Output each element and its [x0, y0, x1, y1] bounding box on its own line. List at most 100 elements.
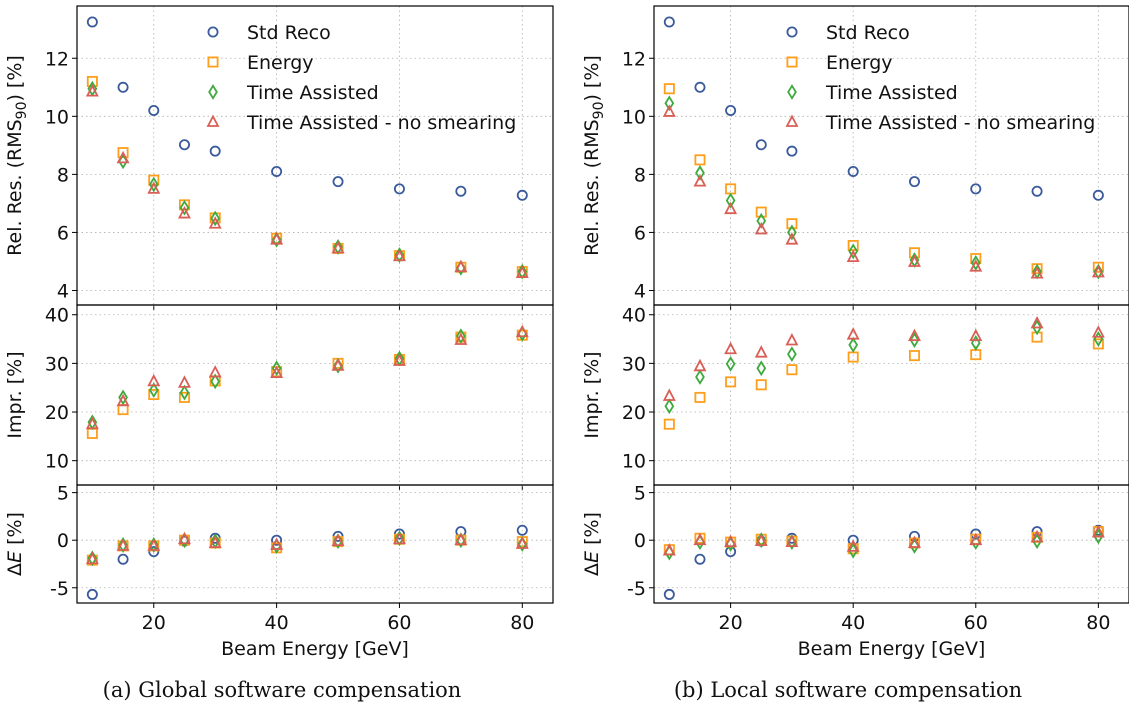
point-time-assisted-no-smearing [754, 533, 768, 547]
point-std-reco [1031, 185, 1043, 197]
legend-label-time-assisted-no-smearing: Time Assisted - no smearing [825, 112, 1095, 134]
point-time-assisted [1032, 319, 1042, 336]
point-time-assisted-no-smearing [208, 365, 222, 378]
point-time-assisted-no-smearing [969, 532, 983, 546]
series-std-reco [86, 16, 528, 201]
point-time-assisted-no-smearing [331, 240, 345, 254]
point-time-assisted-no-smearing [693, 532, 707, 546]
point-time-assisted-no-smearing [846, 249, 860, 263]
point-energy [725, 183, 737, 195]
legend-left: Std Reco Energy Time Assisted Time Assisted… [206, 22, 516, 134]
point-time-assisted-no-smearing [515, 324, 529, 338]
point-time-assisted [179, 384, 190, 401]
point-time-assisted-no-smearing [85, 416, 99, 430]
y-tick-label: 10 [622, 451, 646, 473]
y-tick-label: 6 [57, 222, 69, 244]
y-tick-label: 20 [45, 402, 69, 424]
y-tick-label: 8 [57, 164, 69, 186]
point-time-assisted [148, 537, 159, 553]
point-time-assisted-no-smearing [662, 388, 676, 401]
point-time-assisted [725, 192, 736, 209]
legend-marker-time-assisted-no-smearing [785, 114, 799, 127]
point-energy [694, 391, 706, 403]
point-energy [663, 418, 675, 430]
y-tick-label: 20 [622, 402, 646, 424]
point-time-assisted [848, 542, 859, 559]
legend-marker-energy [786, 56, 798, 68]
point-energy [694, 154, 706, 166]
y-tick-label: 8 [634, 164, 646, 186]
y-tick-label: 5 [634, 483, 646, 505]
legend-marker-time-assisted-no-smearing [206, 114, 220, 127]
point-time-assisted [970, 254, 981, 271]
legend-label-time-assisted: Time Assisted [246, 82, 379, 104]
legend-marker-energy [207, 56, 219, 68]
y-tick-label: 30 [45, 353, 69, 375]
point-energy [786, 364, 798, 376]
point-time-assisted-no-smearing [1030, 529, 1044, 543]
series-time-assisted [664, 528, 1104, 561]
point-time-assisted [848, 243, 859, 260]
panel-frame [653, 484, 1129, 604]
point-std-reco [117, 81, 129, 93]
legend-marker-std-reco [786, 26, 798, 38]
series-time-assisted [664, 95, 1104, 280]
point-time-assisted-no-smearing [662, 543, 676, 556]
point-time-assisted [756, 212, 767, 229]
point-time-assisted [517, 325, 528, 342]
y-tick-label: 40 [45, 305, 69, 327]
legend-label-time-assisted-no-smearing: Time Assisted - no smearing [246, 112, 516, 134]
point-time-assisted-no-smearing [1091, 264, 1105, 278]
point-time-assisted-no-smearing [969, 328, 983, 342]
point-time-assisted-no-smearing [515, 536, 529, 549]
legend-label-energy: Energy [247, 52, 314, 74]
point-time-assisted-no-smearing [693, 358, 707, 372]
y-axis-label: ΔE [%] [581, 512, 603, 576]
point-std-reco [663, 588, 675, 600]
point-time-assisted-no-smearing [1030, 315, 1044, 329]
point-time-assisted-no-smearing [116, 538, 130, 551]
point-time-assisted-no-smearing [147, 373, 161, 387]
point-time-assisted [695, 369, 705, 385]
point-std-reco [393, 183, 405, 195]
point-time-assisted-no-smearing [908, 328, 921, 342]
point-energy [663, 83, 675, 95]
point-std-reco [663, 16, 675, 28]
series-time-assisted-no-smearing [662, 525, 1105, 556]
point-std-reco [694, 81, 706, 93]
series-time-assisted-no-smearing [85, 324, 529, 430]
point-time-assisted-no-smearing [270, 537, 284, 550]
y-tick-label: -5 [50, 578, 69, 600]
panel-right-2: -5 0 5 20 40 60 80 ΔE [%] [581, 483, 1129, 634]
point-time-assisted [148, 176, 159, 193]
point-std-reco [908, 176, 920, 188]
point-time-assisted-no-smearing [724, 534, 738, 547]
point-std-reco [86, 16, 98, 28]
point-energy [1092, 261, 1104, 273]
point-std-reco [516, 524, 528, 536]
point-time-assisted-no-smearing [85, 551, 99, 565]
point-time-assisted-no-smearing [116, 150, 130, 164]
point-std-reco [178, 139, 190, 151]
point-time-assisted-no-smearing [515, 265, 529, 278]
caption-left: (a) Global software compensation [102, 678, 462, 702]
point-std-reco [970, 183, 982, 195]
point-time-assisted [848, 336, 859, 353]
legend-label-std-reco: Std Reco [247, 22, 331, 44]
point-time-assisted [756, 532, 767, 549]
point-time-assisted-no-smearing [908, 254, 921, 267]
point-time-assisted [456, 328, 466, 345]
point-energy [178, 391, 190, 403]
point-std-reco [148, 105, 160, 117]
point-std-reco [86, 588, 98, 600]
x-tick-label: 40 [841, 612, 865, 634]
point-time-assisted [1032, 533, 1042, 550]
point-time-assisted-no-smearing [785, 232, 799, 245]
y-tick-label: 10 [45, 106, 69, 128]
point-time-assisted [695, 164, 705, 181]
point-std-reco [209, 145, 221, 157]
point-energy [148, 389, 160, 401]
x-tick-label: 60 [387, 612, 411, 634]
panel-frame [653, 5, 1129, 306]
